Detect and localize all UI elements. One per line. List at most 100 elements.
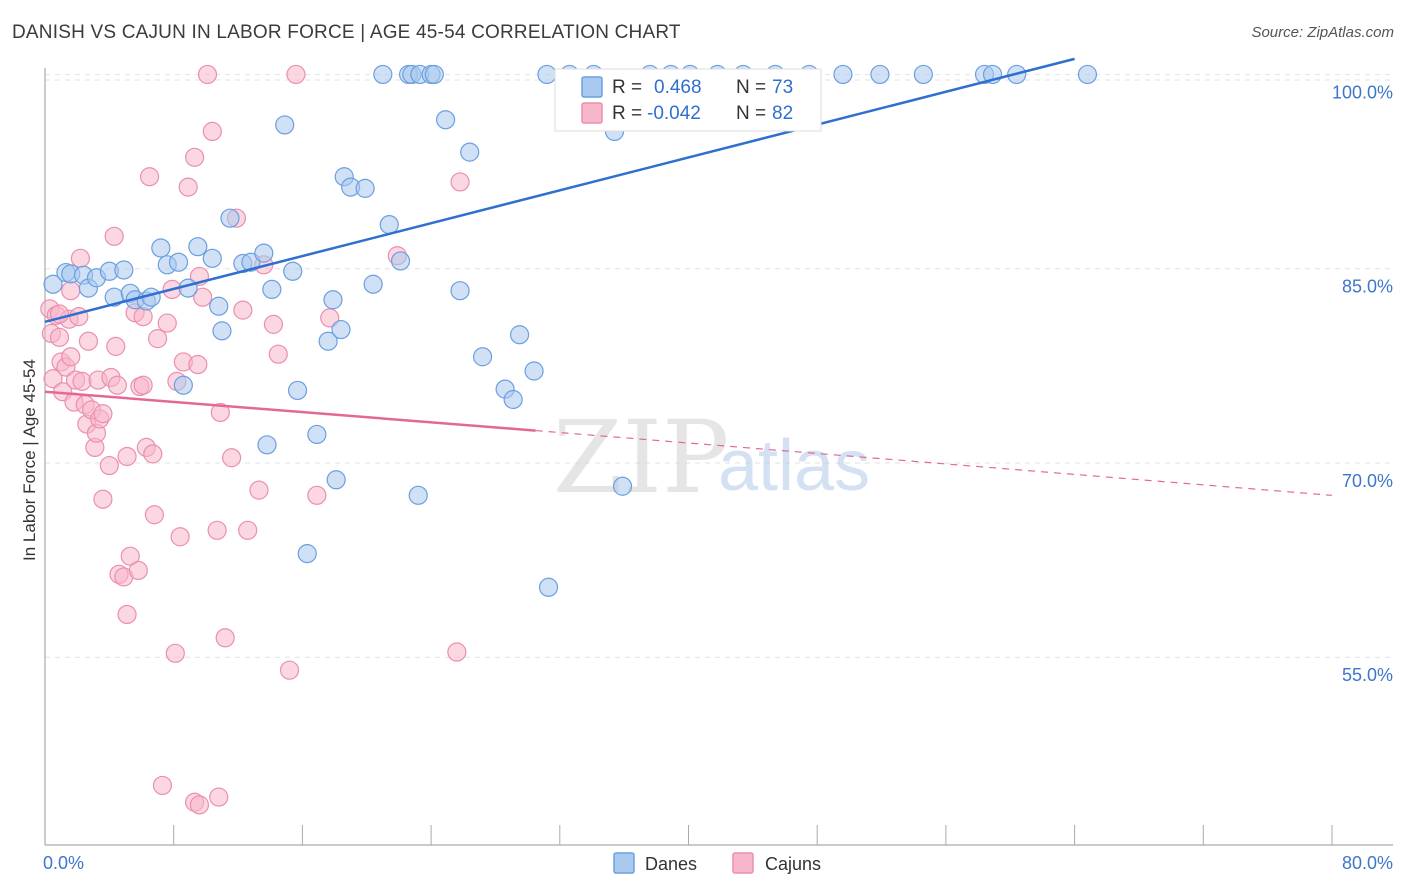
legend-cajuns-n-value: 82	[772, 103, 793, 124]
watermark-zip: ZIP	[553, 399, 729, 516]
danes-point	[509, 325, 530, 345]
cajuns-point	[178, 177, 198, 197]
cajuns-point	[450, 172, 470, 192]
legend-cajuns-swatch	[581, 102, 603, 124]
cajuns-point	[222, 448, 242, 468]
y-tick-label: 100.0%	[1332, 82, 1393, 102]
cajuns-point	[133, 307, 153, 327]
y-tick-label: 70.0%	[1342, 471, 1393, 491]
danes-point	[257, 435, 277, 455]
danes-point	[307, 424, 327, 445]
danes-point	[390, 251, 411, 271]
cajuns-point	[238, 520, 258, 540]
cajuns-point	[61, 281, 81, 301]
danes-point	[870, 64, 890, 85]
cajuns-point	[207, 520, 227, 540]
danes-point	[151, 238, 171, 258]
cajuns-point	[133, 375, 153, 395]
cajuns-point	[49, 327, 70, 347]
cajuns-point	[104, 226, 124, 246]
cajuns-point	[144, 505, 164, 525]
danes-point	[323, 290, 343, 310]
cajuns-point	[107, 375, 127, 395]
watermark-atlas: atlas	[718, 426, 870, 506]
danes-point	[43, 274, 63, 294]
danes-point	[331, 319, 351, 340]
legend-danes-n-label: N =	[736, 77, 766, 98]
danes-point	[202, 248, 222, 268]
grid-lines	[45, 73, 1393, 658]
tick-labels: 55.0% 70.0% 85.0% 100.0% 0.0% 80.0%	[43, 82, 1393, 873]
danes-point	[524, 361, 544, 381]
danes-point	[503, 389, 523, 410]
bottom-legend-cajuns-swatch	[732, 852, 754, 874]
axes	[44, 68, 1393, 846]
cajuns-point	[117, 446, 137, 467]
bottom-legend: Danes Cajuns	[613, 852, 821, 874]
cajuns-point	[170, 527, 190, 547]
legend-danes-n-value: 73	[772, 77, 793, 98]
cajuns-point	[268, 344, 288, 364]
cajuns-point	[117, 604, 137, 625]
cajuns-point	[193, 287, 213, 307]
danes-point	[373, 64, 393, 85]
cajuns-point	[249, 480, 269, 500]
y-tick-label: 55.0%	[1342, 665, 1393, 685]
cajuns-point	[286, 64, 306, 85]
cajuns-point	[143, 444, 163, 464]
cajuns-point	[128, 560, 148, 581]
danes-trend-line	[44, 57, 1075, 323]
cajuns-point	[157, 313, 177, 333]
danes-point	[1077, 64, 1098, 85]
danes-point	[212, 321, 232, 341]
chart-title: DANISH VS CAJUN IN LABOR FORCE | AGE 45-…	[12, 22, 681, 43]
legend-danes-r-label: R =	[612, 77, 642, 98]
cajuns-point	[215, 628, 235, 648]
danes-point	[326, 470, 346, 490]
cajuns-trend-extension	[535, 429, 1333, 496]
cajuns-point	[61, 347, 81, 367]
danes-point	[460, 142, 480, 162]
cajuns-point	[120, 546, 140, 566]
y-tick-label: 85.0%	[1342, 277, 1393, 297]
danes-point	[450, 281, 470, 301]
danes-point	[262, 279, 282, 300]
cajuns-point	[188, 354, 208, 375]
cajuns-point	[197, 64, 218, 85]
cajuns-point	[210, 402, 230, 423]
cajuns-point	[209, 787, 229, 807]
danes-point	[173, 375, 193, 395]
legend-cajuns-r-label: R =	[612, 103, 642, 124]
cajuns-point	[93, 489, 113, 509]
cajuns-point	[307, 485, 327, 505]
legend-danes-r-value: 0.468	[654, 77, 702, 98]
cajuns-point	[320, 308, 340, 328]
legend-cajuns-n-label: N =	[736, 103, 766, 124]
cajuns-point	[233, 300, 253, 320]
danes-point	[408, 485, 428, 505]
danes-point	[913, 64, 933, 85]
danes-point	[435, 110, 456, 130]
danes-point	[188, 237, 208, 257]
cajuns-point	[106, 336, 126, 356]
cajuns-point	[99, 455, 119, 476]
legend-danes-swatch	[581, 76, 603, 98]
danes-point	[209, 296, 229, 316]
danes-point	[220, 208, 240, 228]
danes-point	[168, 252, 189, 272]
danes-point	[379, 215, 399, 235]
source-credit: Source: ZipAtlas.com	[1251, 24, 1394, 41]
x-tick-label-min: 0.0%	[43, 853, 84, 873]
danes-point	[318, 331, 338, 351]
danes-point	[363, 274, 383, 294]
x-tick-label-max: 80.0%	[1342, 853, 1393, 873]
cajuns-point	[139, 167, 160, 187]
legend-box: R = 0.468 N = 73 R = -0.042 N = 82	[554, 68, 822, 132]
danes-point	[114, 260, 134, 280]
cajuns-point	[43, 369, 63, 389]
cajuns-point	[185, 147, 205, 167]
bottom-legend-cajuns-label: Cajuns	[765, 854, 821, 874]
cajuns-point	[93, 404, 113, 424]
cajuns-point	[165, 643, 185, 663]
cajuns-point	[279, 660, 300, 680]
